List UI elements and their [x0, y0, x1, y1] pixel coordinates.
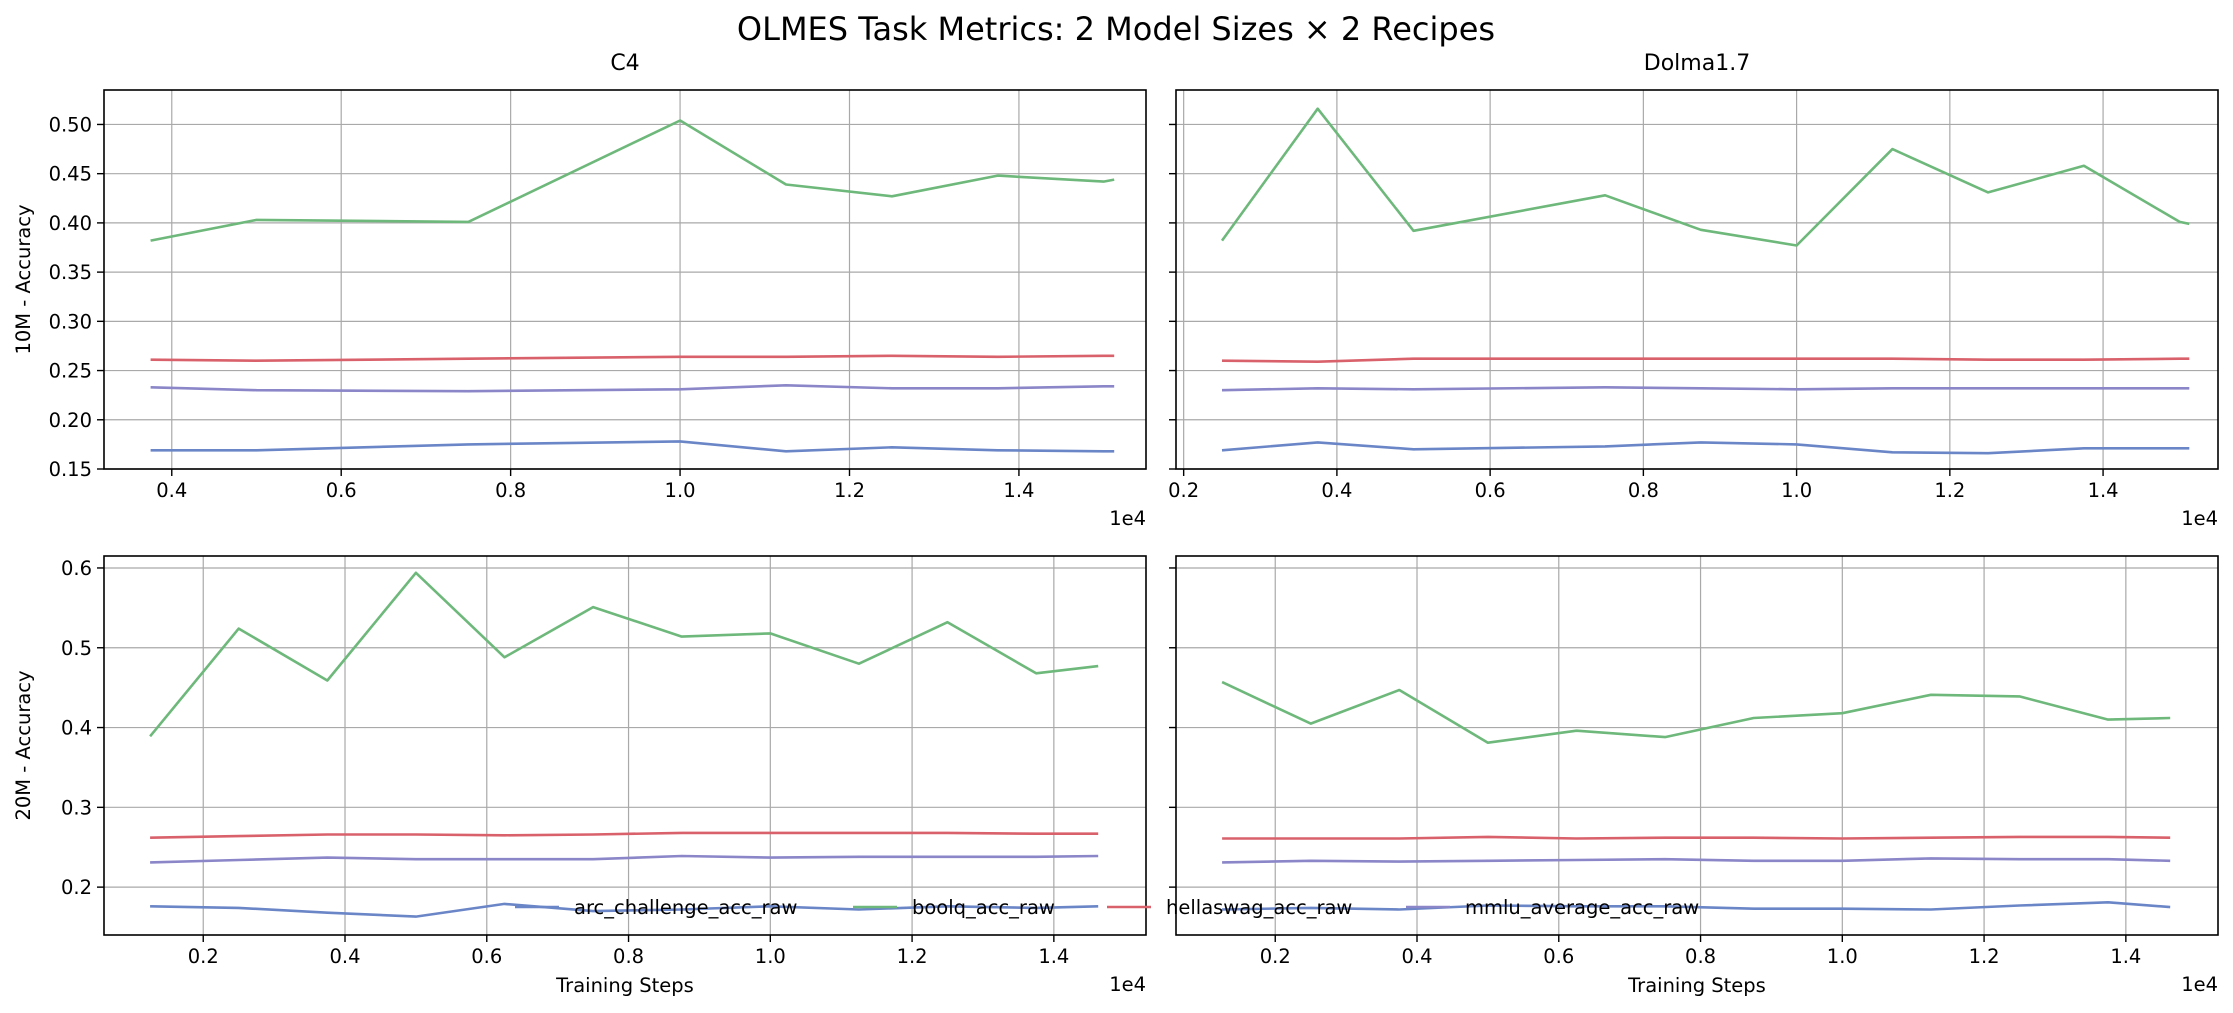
series-line-arc_challenge_acc_raw	[150, 902, 1099, 918]
series-line-mmlu_average_acc_raw	[1221, 385, 2190, 392]
x-multiplier-label: 1e4	[1109, 507, 1146, 530]
x-multiplier-label: 1e4	[2181, 507, 2218, 530]
series-line-boolq_acc_raw	[1221, 680, 2171, 745]
x-tick-label: 0.4	[329, 945, 360, 968]
series-line-boolq_acc_raw	[1220, 107, 2190, 247]
x-tick-label: 0.6	[1475, 479, 1506, 502]
legend-label-hellaswag_acc_raw: hellaswag_acc_raw	[1166, 896, 1352, 919]
x-tick-label: 1.0	[1781, 479, 1812, 502]
subplot-1: 0.4 0.6 0.8 1.0 1.2 1.4 1e4 0.15 0.20 0.25 0.30 0.3…	[12, 51, 1147, 530]
y-tick-label: 0.2	[61, 876, 92, 899]
y-tick-label: 0.3	[61, 796, 92, 819]
x-tick-label: 0.6	[1543, 945, 1574, 968]
series-line-boolq_acc_raw	[150, 119, 1115, 242]
series-line-mmlu_average_acc_raw	[1222, 857, 2171, 864]
legend-label-arc_challenge_acc_raw: arc_challenge_acc_raw	[574, 896, 797, 919]
x-tick-label: 1.4	[1038, 945, 1069, 968]
x-tick-label: 0.8	[495, 479, 526, 502]
series-line-hellaswag_acc_raw	[1221, 357, 2190, 364]
y-tick-label: 0.6	[61, 557, 92, 580]
subplot-title: Dolma1.7	[1644, 51, 1750, 76]
series-line-hellaswag_acc_raw	[150, 831, 1099, 839]
series-line-boolq_acc_raw	[149, 571, 1099, 738]
x-tick-label: 1.0	[665, 479, 696, 502]
y-axis-label: 20M - Accuracy	[12, 670, 35, 820]
x-tick-label: 1.0	[1827, 945, 1858, 968]
axes-frame	[1175, 555, 2219, 936]
x-tick-label: 0.8	[1628, 479, 1659, 502]
series-line-hellaswag_acc_raw	[1222, 835, 2171, 840]
x-tick-label: 1.4	[1003, 479, 1034, 502]
x-tick-label: 1.4	[2110, 945, 2141, 968]
y-tick-label: 0.45	[49, 163, 92, 186]
y-tick-label: 0.35	[49, 261, 92, 284]
axes-frame	[1175, 89, 2219, 470]
series-line-arc_challenge_acc_raw	[150, 440, 1115, 453]
x-tick-label: 0.4	[1321, 479, 1352, 502]
legend-label-boolq_acc_raw: boolq_acc_raw	[912, 896, 1055, 919]
x-axis-label: Training Steps	[555, 974, 694, 997]
subplot-2: 0.2 0.4 0.6 0.8 1.0 1.2 1.4 1e4 Dolma1.7	[1168, 51, 2219, 530]
series-line-arc_challenge_acc_raw	[1222, 900, 2171, 911]
x-tick-label: 0.2	[1168, 479, 1199, 502]
axes-frame	[103, 89, 1147, 470]
axes-frame	[103, 555, 1147, 936]
x-tick-label: 1.2	[897, 945, 928, 968]
x-tick-label: 0.4	[1401, 945, 1432, 968]
series-line-mmlu_average_acc_raw	[150, 854, 1099, 864]
subplot-title: C4	[610, 51, 639, 76]
x-tick-label: 1.0	[755, 945, 786, 968]
y-axis-label: 10M - Accuracy	[12, 204, 35, 354]
series-line-arc_challenge_acc_raw	[1221, 441, 2190, 455]
x-axis-label: Training Steps	[1627, 974, 1766, 997]
series-line-mmlu_average_acc_raw	[150, 383, 1115, 393]
x-tick-label: 0.2	[188, 945, 219, 968]
y-tick-label: 0.40	[49, 212, 92, 235]
y-tick-label: 0.50	[49, 113, 92, 136]
subplots: 0.4 0.6 0.8 1.0 1.2 1.4 1e4 0.15 0.20 0.25 0.30 0.3…	[12, 51, 2219, 997]
x-tick-label: 0.4	[156, 479, 187, 502]
x-tick-label: 0.8	[1685, 945, 1716, 968]
x-tick-label: 0.8	[613, 945, 644, 968]
y-tick-label: 0.15	[49, 458, 92, 481]
x-tick-label: 0.6	[471, 945, 502, 968]
y-tick-label: 0.4	[61, 717, 92, 740]
subplot-3: 0.2 0.4 0.6 0.8 1.0 1.2 1.4 1e4 0.2 0.3 0.4 0.5 0.6 T…	[12, 555, 1147, 997]
x-multiplier-label: 1e4	[2181, 973, 2218, 996]
legend: arc_challenge_acc_raw boolq_acc_raw hellas…	[515, 896, 1699, 919]
y-tick-label: 0.30	[49, 310, 92, 333]
figure-title: OLMES Task Metrics: 2 Model Sizes × 2 Re…	[737, 10, 1495, 48]
series-line-hellaswag_acc_raw	[150, 354, 1115, 363]
x-tick-label: 1.2	[1934, 479, 1965, 502]
y-tick-label: 0.20	[49, 409, 92, 432]
subplot-4: 0.2 0.4 0.6 0.8 1.0 1.2 1.4 1e4 Training Steps	[1169, 555, 2219, 997]
x-tick-label: 1.2	[1969, 945, 2000, 968]
x-tick-label: 0.2	[1260, 945, 1291, 968]
x-tick-label: 0.6	[326, 479, 357, 502]
x-tick-label: 1.4	[2088, 479, 2119, 502]
legend-label-mmlu_average_acc_raw: mmlu_average_acc_raw	[1465, 896, 1699, 919]
y-tick-label: 0.25	[49, 360, 92, 383]
y-tick-label: 0.5	[61, 637, 92, 660]
x-multiplier-label: 1e4	[1109, 973, 1146, 996]
x-tick-label: 1.2	[834, 479, 865, 502]
